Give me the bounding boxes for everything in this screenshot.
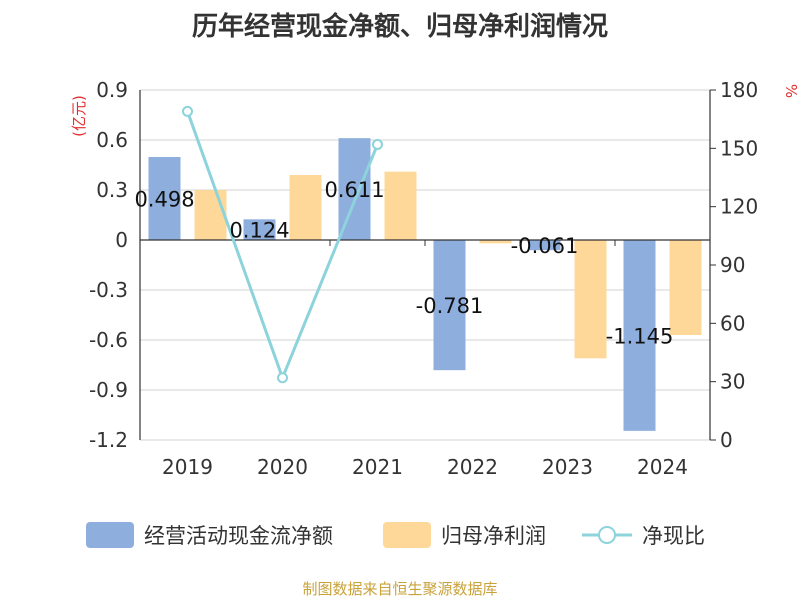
legend-marker-ratio — [598, 526, 616, 544]
bar-net-profit — [194, 190, 227, 240]
data-labels: 0.498 0.124 0.611 -0.781 -0.061 -1.145 — [134, 178, 673, 348]
data-label-cashflow: -0.061 — [511, 234, 579, 258]
y-left-tick-label: 0 — [115, 228, 128, 252]
y-right-tick-label: 30 — [720, 370, 745, 394]
y-left-tick-label: -0.9 — [89, 378, 128, 402]
bar-cashflow — [623, 240, 656, 431]
bar-net-profit — [289, 175, 322, 240]
y-left-tick-label: -0.6 — [89, 328, 128, 352]
data-label-cashflow: 0.124 — [229, 219, 289, 243]
y-right-tick-label: 120 — [720, 195, 758, 219]
bar-net-profit — [669, 240, 702, 335]
ratio-point — [277, 372, 288, 384]
bar-cashflow — [433, 240, 466, 371]
chart-source: 制图数据来自恒生聚源数据库 — [302, 580, 498, 598]
ratio-point — [372, 138, 383, 150]
bars — [148, 138, 702, 431]
y-right-tick-label: 180 — [720, 78, 758, 102]
y-left-tick-label: 0.3 — [96, 178, 128, 202]
ratio-point — [182, 105, 193, 117]
x-tick-label: 2020 — [257, 455, 308, 479]
legend-swatch-cashflow — [86, 522, 134, 548]
bar-cashflow — [243, 219, 276, 240]
x-tick-label: 2023 — [542, 455, 593, 479]
bar-cashflow — [528, 240, 561, 251]
ratio-line — [182, 105, 383, 384]
grid-lines — [140, 89, 710, 441]
y-left-unit-label: (亿元) — [70, 95, 88, 137]
bar-cashflow — [148, 157, 181, 240]
axes — [139, 89, 716, 441]
chart-title: 历年经营现金净额、归母净利润情况 — [191, 12, 608, 42]
y-right-tick-label: 90 — [720, 253, 745, 277]
y-left-tick-label: -0.3 — [89, 278, 128, 302]
bar-net-profit — [384, 171, 417, 240]
legend-label-ratio: 净现比 — [642, 524, 705, 548]
legend-label-cashflow: 经营活动现金流净额 — [144, 524, 333, 548]
y-left-tick-label: 0.6 — [96, 128, 128, 152]
legend-label-net-profit: 归母净利润 — [441, 524, 546, 548]
legend: 经营活动现金流净额 归母净利润 净现比 — [86, 522, 705, 548]
x-tick-label: 2024 — [637, 455, 688, 479]
tick-labels: 0.9 0.6 0.3 0 -0.3 -0.6 -0.9 -1.2 180 150 120 90 60 3… — [70, 78, 800, 479]
data-label-cashflow: 0.498 — [134, 188, 194, 212]
data-label-cashflow: -1.145 — [606, 324, 674, 348]
bar-net-profit — [479, 240, 512, 244]
x-tick-label: 2021 — [352, 455, 403, 479]
y-left-tick-label: -1.2 — [89, 428, 128, 452]
x-tick-label: 2019 — [162, 455, 213, 479]
data-label-cashflow: -0.781 — [416, 294, 484, 318]
y-right-unit-label: % — [782, 84, 800, 98]
y-right-tick-label: 0 — [720, 428, 733, 452]
bar-net-profit — [574, 240, 607, 359]
legend-swatch-net-profit — [383, 522, 431, 548]
y-left-tick-label: 0.9 — [96, 78, 128, 102]
x-tick-label: 2022 — [447, 455, 498, 479]
bar-cashflow — [338, 138, 371, 240]
y-right-tick-label: 150 — [720, 136, 758, 160]
y-right-tick-label: 60 — [720, 311, 745, 335]
data-label-cashflow: 0.611 — [324, 178, 384, 202]
